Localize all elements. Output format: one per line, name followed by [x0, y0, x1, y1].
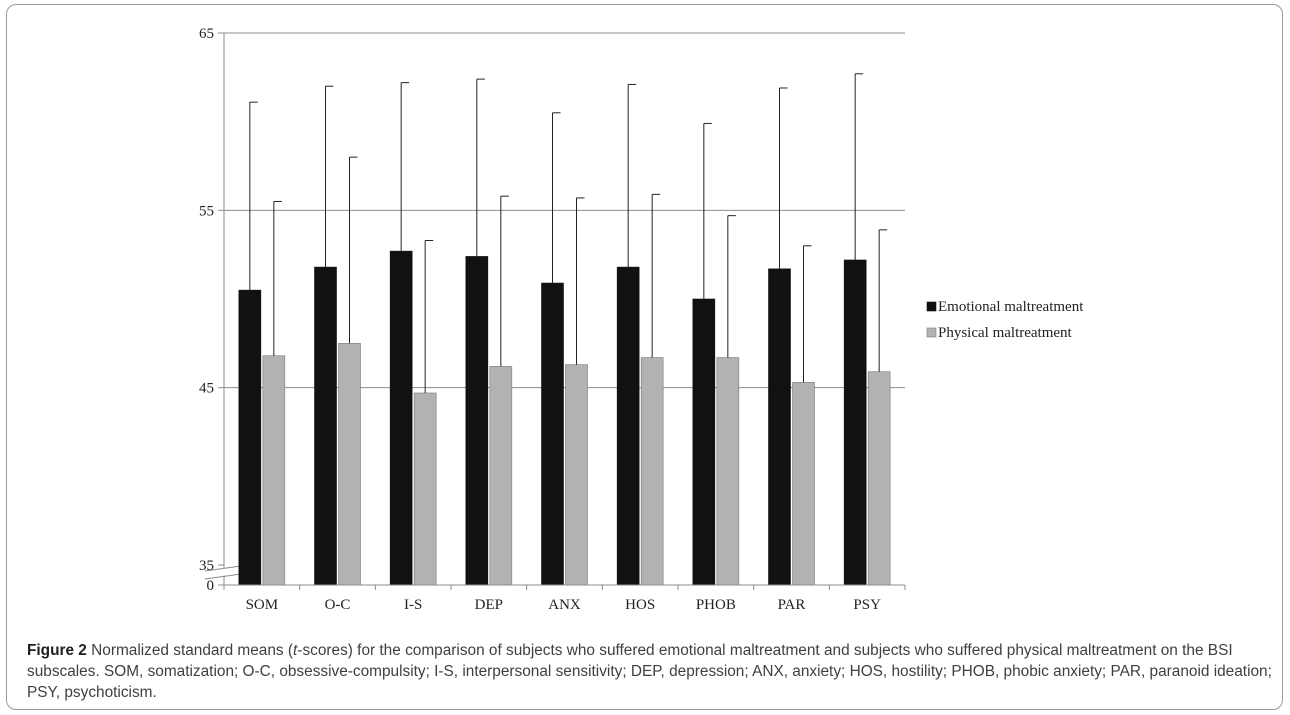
bar-physical-psy	[867, 371, 891, 586]
x-axis: SOM O-C I-S DEP ANX HOS PHOB PAR PSY	[223, 584, 906, 613]
bar-physical-phob	[716, 357, 740, 586]
bar-emotional-phob	[692, 298, 716, 586]
x-tick-label-o-c: O-C	[325, 597, 351, 613]
bar-emotional-som	[238, 289, 262, 586]
y-tick-label-55: 55	[199, 203, 214, 219]
gridlines	[224, 32, 905, 389]
legend: Emotional maltreatment Physical maltreatm…	[926, 299, 1084, 341]
y-tick-label-45: 45	[199, 381, 214, 397]
x-tick-label-dep: DEP	[475, 597, 503, 613]
bar-emotional-hos	[616, 266, 640, 586]
figure-frame: 0 35 45 55 65 SOM O-C I-S DEP ANX HOS PHOB PAR PSY E…	[6, 4, 1283, 710]
bars	[238, 250, 891, 586]
x-tick-label-anx: ANX	[548, 597, 581, 613]
bar-emotional-i-s	[389, 250, 413, 586]
x-tick-label-i-s: I-S	[404, 597, 422, 613]
caption-text-start: Normalized standard means (	[86, 642, 294, 659]
caption-label: Figure 2	[27, 642, 87, 659]
legend-label-0: Emotional maltreatment	[938, 299, 1084, 315]
legend-swatch-0	[926, 301, 937, 312]
bar-emotional-o-c	[314, 266, 337, 586]
axis-break-mark-lower	[204, 573, 242, 580]
caption-text-end: -scores) for the comparison of subjects …	[27, 642, 1272, 701]
bar-physical-hos	[640, 357, 664, 586]
legend-swatch-1	[926, 327, 937, 338]
bar-physical-anx	[565, 364, 588, 586]
error-bars	[249, 73, 888, 393]
y-tick-label-65: 65	[199, 26, 214, 42]
x-tick-label-hos: HOS	[625, 597, 655, 613]
bar-emotional-psy	[843, 259, 867, 586]
figure-caption: Figure 2 Normalized standard means (t-sc…	[27, 640, 1272, 703]
x-tick-label-phob: PHOB	[696, 597, 736, 613]
bar-physical-som	[262, 355, 286, 586]
axis-break-mark-upper	[204, 565, 242, 572]
bar-physical-o-c	[338, 343, 361, 586]
x-tick-label-par: PAR	[778, 597, 806, 613]
bar-physical-dep	[489, 366, 513, 586]
bar-emotional-anx	[541, 282, 564, 586]
y-tick-label-0: 0	[207, 578, 215, 594]
caption-italic: t	[293, 642, 298, 659]
axis-break-gap	[202, 565, 244, 579]
x-tick-label-psy: PSY	[853, 597, 881, 613]
bar-emotional-dep	[465, 256, 489, 586]
bar-physical-i-s	[413, 392, 437, 586]
bar-physical-par	[792, 382, 815, 586]
x-tick-label-som: SOM	[246, 597, 279, 613]
legend-label-1: Physical maltreatment	[938, 325, 1073, 341]
bar-emotional-par	[768, 268, 791, 586]
